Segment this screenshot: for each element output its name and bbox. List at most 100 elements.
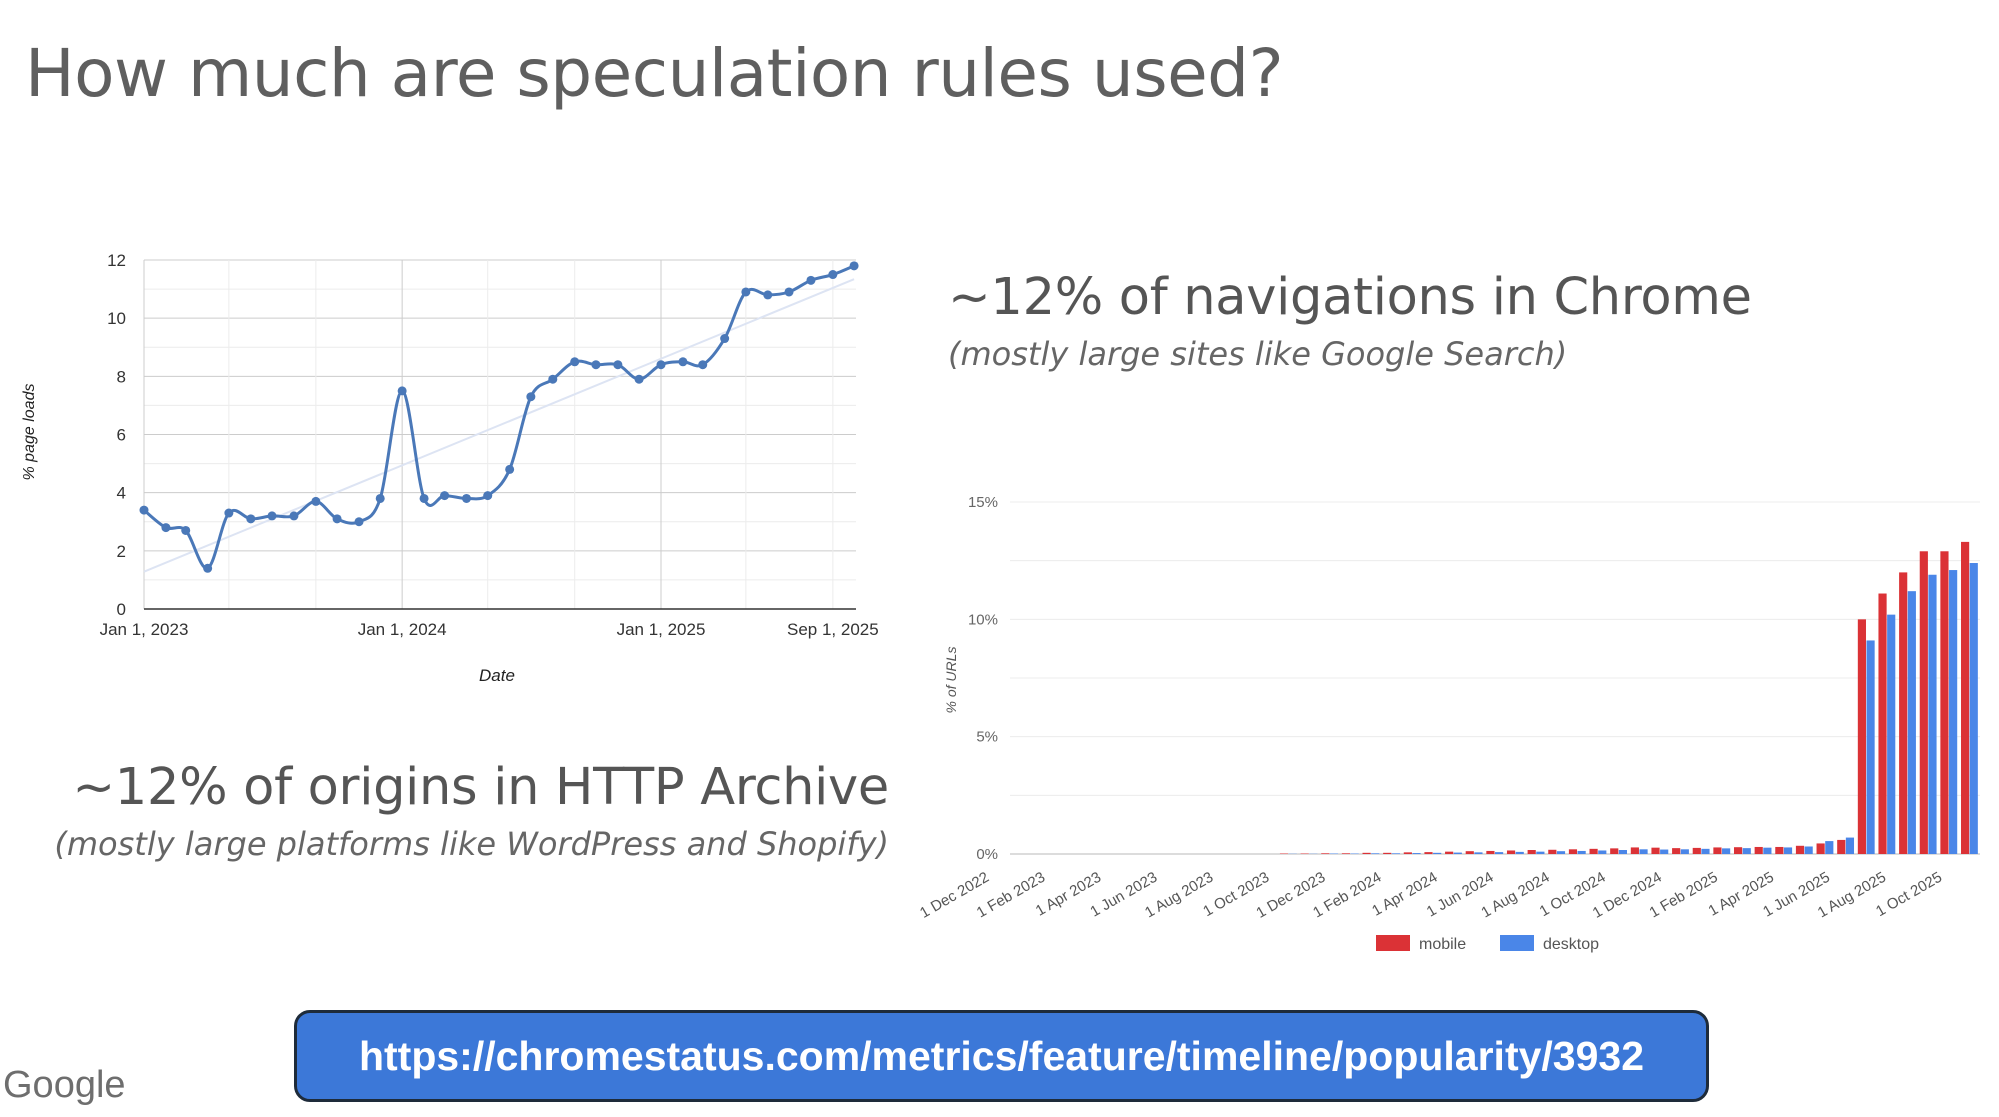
data-point	[267, 511, 277, 521]
line-points	[139, 261, 859, 573]
data-point	[139, 505, 149, 515]
link-url[interactable]: https://chromestatus.com/metrics/feature…	[358, 1032, 1645, 1079]
y-axis-label: % page loads	[21, 384, 38, 481]
mobile-bar	[1486, 850, 1495, 854]
y-tick-label: 6	[117, 426, 126, 445]
legend-label-mobile: mobile	[1419, 936, 1466, 953]
mobile-bar	[1713, 847, 1722, 854]
mobile-bar	[1816, 843, 1825, 854]
data-point	[354, 517, 364, 527]
desktop-bar	[1639, 849, 1648, 854]
desktop-bar	[1412, 853, 1421, 854]
data-point	[397, 386, 407, 396]
mobile-bar	[1878, 593, 1887, 854]
data-point	[203, 563, 213, 573]
mobile-bar	[1692, 847, 1701, 854]
data-point	[613, 360, 623, 370]
line-chart-x-ticks: Jan 1, 2023 Jan 1, 2024 Jan 1, 2025 Sep 1, …	[100, 620, 879, 639]
y-tick-label: 2	[117, 542, 126, 561]
desktop-bar	[1825, 841, 1834, 854]
mobile-bar	[1940, 551, 1949, 854]
httparchive-caption-heading: ~12% of origins in HTTP Archive	[72, 758, 889, 817]
legend-swatch-mobile	[1376, 935, 1410, 951]
mobile-bar	[1527, 850, 1536, 854]
data-point	[311, 496, 321, 506]
data-point	[763, 290, 773, 300]
data-point	[849, 261, 859, 271]
mobile-bar	[1465, 851, 1474, 854]
bar-y-axis-label: % of URLs	[943, 647, 959, 714]
mobile-bar	[1589, 848, 1598, 854]
mobile-bar	[1610, 848, 1619, 854]
bar-chart-grid	[1010, 501, 1980, 855]
mobile-bar	[1651, 847, 1660, 854]
mobile-bar	[1733, 847, 1743, 854]
data-point	[483, 491, 493, 501]
chrome-caption-heading: ~12% of navigations in Chrome	[948, 268, 1752, 327]
mobile-bar	[1506, 850, 1516, 854]
data-point	[698, 360, 708, 370]
data-point	[828, 270, 838, 280]
httparchive-caption-subheading: (mostly large platforms like WordPress a…	[54, 825, 889, 863]
data-point	[526, 392, 536, 402]
data-point	[181, 525, 191, 535]
data-point	[462, 493, 472, 503]
mobile-bar	[1403, 852, 1412, 854]
mobile-bar	[1672, 848, 1681, 854]
line-chart-grid	[143, 259, 856, 610]
desktop-bar	[1618, 850, 1627, 854]
data-point	[419, 493, 429, 503]
y-tick-label: 4	[117, 484, 126, 503]
x-tick-label: Jan 1, 2023	[100, 620, 189, 639]
bar-y-tick-label: 10%	[968, 611, 998, 628]
mobile-bar	[1837, 839, 1846, 854]
mobile-bar	[1568, 849, 1578, 854]
desktop-bar	[1845, 837, 1855, 854]
mobile-bar	[1899, 572, 1908, 854]
x-axis-label: Date	[479, 666, 515, 685]
data-point	[634, 374, 644, 384]
desktop-bar	[1433, 852, 1442, 854]
mobile-bar	[1919, 551, 1928, 854]
desktop-bar	[1453, 852, 1462, 854]
y-tick-label: 10	[107, 309, 126, 328]
desktop-bar	[1701, 848, 1710, 854]
x-tick-label: Sep 1, 2025	[787, 620, 879, 639]
httparchive-caption: ~12% of origins in HTTP Archive (mostly …	[54, 758, 889, 863]
desktop-bar	[1660, 849, 1669, 854]
desktop-bar	[1577, 850, 1586, 854]
data-point	[591, 360, 601, 370]
bar-chart-legend: mobile desktop	[1376, 935, 1599, 953]
chrome-caption: ~12% of navigations in Chrome (mostly la…	[948, 268, 1752, 373]
desktop-bar	[1515, 851, 1524, 854]
bar-y-tick-label: 15%	[968, 494, 998, 511]
mobile-bar	[1321, 853, 1330, 854]
bar-y-tick-label: 0%	[976, 846, 998, 863]
bar-y-tick-label: 5%	[976, 729, 998, 746]
desktop-bar	[1680, 849, 1689, 854]
desktop-bar	[1536, 851, 1545, 854]
data-point	[161, 523, 171, 533]
data-point	[224, 508, 234, 518]
y-tick-label: 12	[107, 251, 126, 270]
data-point	[332, 514, 342, 524]
data-point	[440, 491, 450, 501]
desktop-bar	[1907, 591, 1916, 854]
desktop-bar	[1763, 847, 1772, 854]
desktop-bar	[1722, 848, 1731, 854]
data-point	[656, 360, 666, 370]
desktop-bar	[1474, 852, 1483, 854]
y-tick-label: 8	[117, 367, 126, 386]
data-point	[548, 374, 558, 384]
desktop-bar	[1495, 852, 1504, 854]
mobile-bar	[1857, 619, 1866, 854]
data-point	[570, 357, 580, 367]
mobile-bar	[1775, 846, 1784, 854]
legend-swatch-desktop	[1500, 935, 1534, 951]
desktop-bar	[1866, 640, 1875, 854]
chrome-caption-subheading: (mostly large sites like Google Search)	[948, 335, 1568, 373]
desktop-bar	[1598, 850, 1607, 854]
link-button[interactable]: https://chromestatus.com/metrics/feature…	[294, 1010, 1709, 1102]
